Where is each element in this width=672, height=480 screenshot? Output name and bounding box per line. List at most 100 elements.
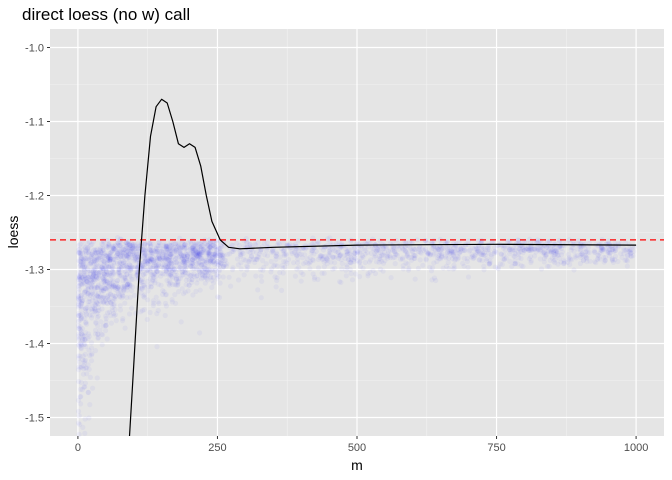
scatter-point bbox=[347, 251, 353, 257]
scatter-point bbox=[550, 249, 557, 255]
scatter-point bbox=[512, 261, 519, 267]
scatter-point bbox=[181, 242, 187, 248]
scatter-point bbox=[435, 253, 441, 259]
scatter-point bbox=[106, 297, 112, 303]
scatter-point bbox=[163, 255, 169, 261]
scatter-point bbox=[415, 249, 422, 255]
scatter-point bbox=[155, 262, 161, 268]
scatter-point bbox=[92, 331, 99, 337]
scatter-point bbox=[113, 318, 119, 324]
scatter-point bbox=[127, 272, 133, 278]
scatter-point bbox=[185, 270, 191, 276]
scatter-point bbox=[148, 259, 154, 265]
scatter-point bbox=[129, 264, 135, 270]
scatter-point bbox=[196, 249, 202, 255]
scatter-point bbox=[217, 252, 223, 258]
scatter-point bbox=[164, 266, 170, 272]
scatter-point bbox=[84, 278, 90, 284]
scatter-point bbox=[268, 269, 274, 275]
scatter-point bbox=[307, 254, 313, 260]
scatter-point bbox=[117, 270, 123, 276]
scatter-point bbox=[592, 259, 598, 265]
scatter-point bbox=[597, 256, 603, 262]
scatter-point bbox=[119, 295, 125, 301]
scatter-point bbox=[125, 241, 131, 247]
scatter-point bbox=[195, 241, 201, 247]
scatter-point bbox=[218, 260, 224, 266]
scatter-point bbox=[127, 241, 133, 247]
scatter-point bbox=[116, 266, 122, 272]
scatter-point bbox=[172, 241, 178, 247]
scatter-point bbox=[78, 331, 84, 337]
scatter-point bbox=[615, 258, 621, 265]
scatter-point bbox=[212, 246, 218, 252]
scatter-point bbox=[200, 261, 206, 267]
scatter-point bbox=[129, 251, 136, 257]
scatter-point bbox=[329, 246, 335, 252]
scatter-point bbox=[82, 384, 88, 390]
scatter-point bbox=[86, 302, 92, 308]
scatter-point bbox=[481, 252, 487, 258]
scatter-point bbox=[162, 257, 168, 263]
scatter-point bbox=[534, 244, 540, 250]
scatter-point bbox=[239, 249, 245, 255]
scatter-point bbox=[114, 249, 120, 255]
scatter-point bbox=[237, 253, 244, 259]
scatter-point bbox=[551, 251, 557, 258]
scatter-point bbox=[83, 275, 89, 281]
scatter-point bbox=[145, 242, 151, 248]
scatter-point bbox=[199, 251, 205, 257]
scatter-point bbox=[183, 251, 189, 257]
scatter-point bbox=[155, 299, 161, 305]
scatter-point bbox=[191, 266, 197, 272]
scatter-point bbox=[98, 284, 104, 290]
scatter-point bbox=[192, 251, 198, 257]
scatter-point bbox=[94, 256, 100, 263]
scatter-point bbox=[398, 256, 404, 262]
scatter-point bbox=[148, 243, 154, 249]
scatter-point bbox=[217, 268, 223, 274]
scatter-point bbox=[160, 247, 166, 253]
scatter-point bbox=[611, 248, 617, 254]
scatter-point bbox=[91, 285, 97, 291]
scatter-point bbox=[381, 253, 387, 259]
scatter-point bbox=[326, 253, 332, 259]
scatter-point bbox=[184, 253, 191, 259]
scatter-point bbox=[142, 248, 148, 254]
scatter-point bbox=[108, 320, 114, 326]
scatter-point bbox=[291, 260, 297, 266]
scatter-point bbox=[472, 253, 478, 259]
scatter-point bbox=[333, 248, 339, 255]
scatter-point bbox=[124, 256, 130, 262]
scatter-point bbox=[190, 245, 196, 251]
scatter-point bbox=[541, 242, 548, 249]
scatter-point bbox=[103, 268, 109, 274]
scatter-point bbox=[189, 257, 196, 263]
scatter-point bbox=[298, 251, 304, 257]
scatter-point bbox=[335, 255, 341, 262]
scatter-point bbox=[76, 325, 82, 332]
scatter-point bbox=[460, 245, 466, 251]
scatter-point bbox=[212, 252, 218, 258]
scatter-point bbox=[151, 262, 157, 268]
scatter-point bbox=[97, 293, 103, 299]
scatter-point bbox=[85, 266, 91, 272]
scatter-point bbox=[362, 247, 368, 253]
scatter-point bbox=[405, 267, 412, 273]
scatter-point bbox=[117, 248, 123, 254]
scatter-point bbox=[102, 286, 109, 292]
scatter-point bbox=[571, 248, 577, 254]
scatter-point bbox=[168, 239, 174, 245]
scatter-point bbox=[88, 260, 94, 266]
scatter-point bbox=[584, 254, 590, 260]
scatter-point bbox=[541, 259, 547, 265]
scatter-point bbox=[78, 300, 85, 306]
scatter-point bbox=[91, 273, 97, 279]
scatter-point bbox=[430, 245, 436, 251]
scatter-point bbox=[166, 278, 172, 284]
scatter-point bbox=[182, 260, 188, 266]
scatter-point bbox=[79, 262, 86, 269]
scatter-point bbox=[84, 312, 90, 318]
scatter-point bbox=[468, 254, 474, 260]
scatter-point bbox=[333, 241, 339, 247]
